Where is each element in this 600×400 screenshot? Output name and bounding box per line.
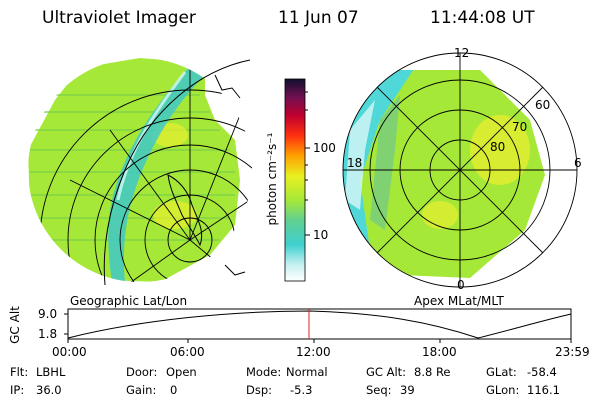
colorbar-tick-10: 10 [313, 228, 329, 242]
geographic-image [28, 58, 252, 286]
lat-label-80: 80 [490, 140, 506, 154]
polar-image [342, 52, 578, 288]
glon-label: GLon: [486, 383, 520, 397]
gc-alt-label: GC Alt: [366, 365, 407, 379]
mode-value: Normal [286, 365, 328, 379]
mlt-label-12: 12 [454, 46, 470, 60]
colorbar-tick-100: 100 [313, 141, 336, 155]
ip-label: IP: [10, 383, 25, 397]
dsp-label: Dsp: [246, 383, 273, 397]
gain-label: Gain: [126, 383, 157, 397]
left-panel-label: Geographic Lat/Lon [70, 294, 188, 308]
glon-value: 116.1 [527, 383, 560, 397]
ip-value: 36.0 [36, 383, 62, 397]
colorbar [284, 78, 310, 282]
xtick-1800: 18:00 [422, 345, 457, 359]
app-title: Ultraviolet Imager [42, 8, 196, 28]
gain-value: 0 [170, 383, 178, 397]
header-date: 11 Jun 07 [278, 8, 359, 28]
mode-label: Mode: [246, 365, 282, 379]
altitude-ytick-max: 9.0 [38, 307, 58, 321]
seq-label: Seq: [366, 383, 392, 397]
seq-value: 39 [400, 383, 415, 397]
mlt-label-6: 6 [574, 156, 582, 170]
door-label: Door: [126, 365, 158, 379]
xtick-1200: 12:00 [296, 345, 331, 359]
glat-label: GLat: [486, 365, 517, 379]
right-panel-label: Apex MLat/MLT [414, 294, 504, 308]
xtick-0600: 06:00 [170, 345, 205, 359]
dsp-value: -5.3 [290, 383, 313, 397]
door-value: Open [166, 365, 197, 379]
xtick-2359: 23:59 [555, 345, 590, 359]
mlt-label-0: 0 [457, 278, 465, 292]
xtick-0000: 00:00 [52, 345, 87, 359]
mlt-label-18: 18 [347, 156, 363, 170]
colorbar-unit-label: photon cm⁻²s⁻¹ [265, 132, 279, 226]
gc-alt-value: 8.8 Re [414, 365, 451, 379]
lat-label-70: 70 [512, 120, 528, 134]
lat-label-60: 60 [535, 98, 551, 112]
altitude-ytick-min: 1.8 [38, 327, 58, 341]
glat-value: -58.4 [527, 365, 557, 379]
header-time: 11:44:08 UT [430, 8, 535, 28]
flt-value: LBHL [36, 365, 66, 379]
altitude-plot [64, 308, 572, 343]
altitude-ylabel: GC Alt [8, 306, 22, 344]
flt-label: Flt: [10, 365, 29, 379]
